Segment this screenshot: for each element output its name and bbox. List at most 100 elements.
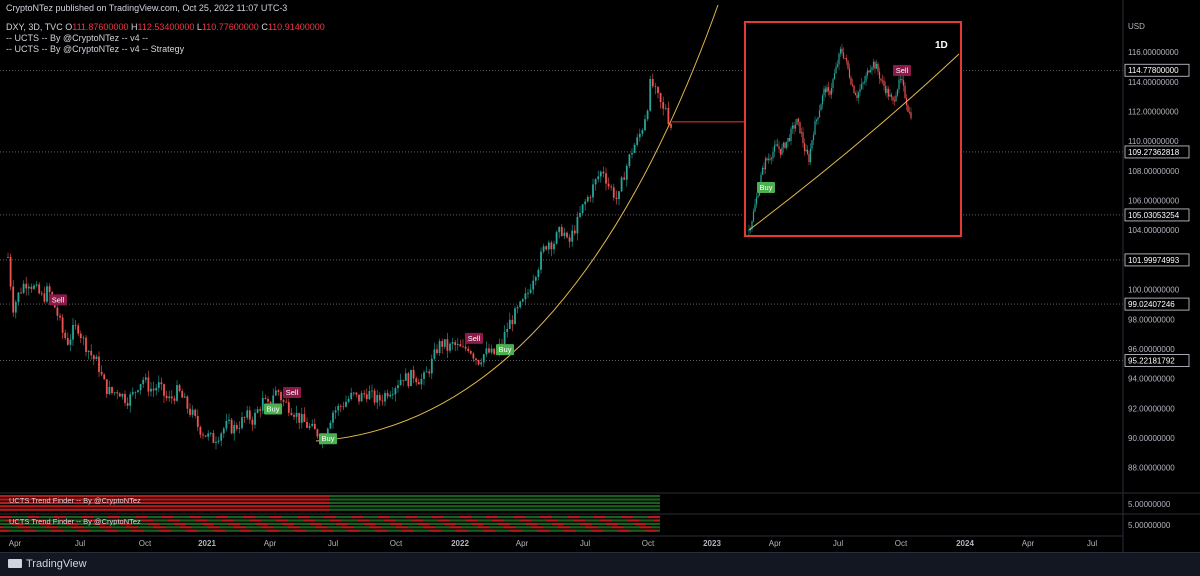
candle-body [651,79,654,87]
trend-cell [75,516,78,519]
trend-cell [285,519,288,522]
trend-cell [567,498,570,501]
trend-cell [138,508,141,511]
inset-candle-body [886,88,888,93]
candle-body [428,371,431,374]
trend-cell [654,516,657,519]
trend-cell [447,501,450,504]
trend-cell [108,508,111,511]
trend-cell [309,498,312,501]
trend-cell [588,508,591,511]
trend-cell [612,519,615,522]
trend-cell [30,516,33,519]
trend-cell [90,526,93,529]
trend-cell [450,495,453,498]
trend-cell [150,505,153,508]
trend-cell [438,508,441,511]
time-axis[interactable]: Apr Jul Oct 2021 Apr Jul Oct 2022 Apr Jul Oct 2023 A… [0,535,1123,548]
trend-cell [261,526,264,529]
x-tick-label: Oct [390,539,403,548]
trend-cell [192,526,195,529]
trend-cell [213,495,216,498]
trend-cell [324,508,327,511]
trend-cell [429,495,432,498]
trend-cell [30,505,33,508]
trend-cell [213,505,216,508]
indicator-legend-2[interactable]: -- UCTS -- By @CryptoNTez -- v4 -- Strat… [6,44,185,54]
trend-cell [33,501,36,504]
trend-cell [15,501,18,504]
trend-cell [489,498,492,501]
trend-cell [324,516,327,519]
trend-cell [432,501,435,504]
trend-cell [303,505,306,508]
candle-body [641,130,644,134]
inset-candle-body [805,149,807,152]
trend-cell [75,508,78,511]
trend-cell [51,495,54,498]
trend-cell [369,501,372,504]
price-axis[interactable]: USD88.0000000090.0000000092.0000000094.0… [1122,0,1190,552]
trend-cell [537,529,540,532]
trend-cell [402,495,405,498]
trend-cell [240,519,243,522]
trend-cell [372,498,375,501]
trend-cell [375,495,378,498]
trend-cell [393,508,396,511]
trend-cell [612,501,615,504]
trend-cell [369,508,372,511]
tradingview-logo[interactable]: TradingView [8,558,87,570]
trend-cell [498,519,501,522]
trend-cell [207,516,210,519]
trend-cell [27,508,30,511]
trend-cell [153,505,156,508]
trend-cell [114,522,117,525]
symbol-label[interactable]: DXY, 3D, TVC [6,22,63,32]
trend-cell [582,495,585,498]
trend-cell [354,495,357,498]
trend-cell [216,516,219,519]
trend-cell [159,501,162,504]
trend-cell [9,498,12,501]
trend-cell [48,516,51,519]
trend-cell [522,498,525,501]
trend-cell [516,495,519,498]
trend-cell [129,519,132,522]
trend-cell [267,529,270,532]
trend-cell [501,508,504,511]
trend-cell [42,505,45,508]
candle-body [238,427,241,429]
trend-cell [342,505,345,508]
trend-cell [258,508,261,511]
trend-cell [363,516,366,519]
indicator-legend-1[interactable]: -- UCTS -- By @CryptoNTez -- v4 -- [6,33,149,43]
trend-cell [348,529,351,532]
candle-body [339,405,342,407]
trend-cell [474,516,477,519]
trend-cell [270,508,273,511]
trend-cell [420,529,423,532]
trend-cell [657,516,660,519]
trend-cell [384,522,387,525]
ohlc-close: C110.91400000 [261,22,325,32]
trend-cell [657,519,660,522]
trend-cell [489,529,492,532]
trend-cell [372,508,375,511]
trend-cell [321,501,324,504]
trend-cell [39,516,42,519]
candle-body [347,398,350,402]
trend-cell [63,529,66,532]
inset-candle-body [871,67,873,71]
trend-cell [375,522,378,525]
inset-candle-body [853,85,855,94]
trend-cell [84,505,87,508]
trend-cell [276,526,279,529]
trend-cell [609,529,612,532]
trend-cell [78,526,81,529]
trend-cell [495,519,498,522]
trend-cell [327,522,330,525]
sell-signal-label: Sell [286,388,299,397]
inset-candle-body [790,128,792,141]
trend-cell [183,529,186,532]
